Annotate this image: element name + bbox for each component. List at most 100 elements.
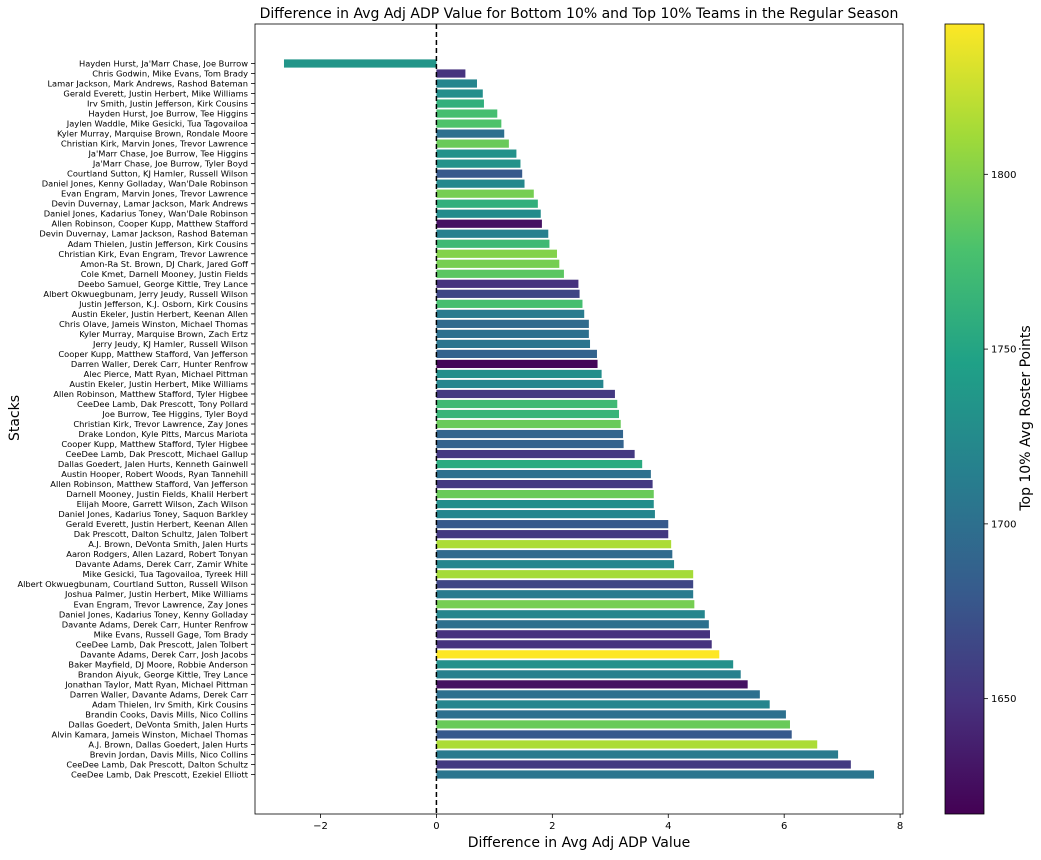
y-tick-label: Alvin Kamara, Jameis Winston, Michael Th…: [52, 729, 248, 739]
bar: [436, 730, 792, 739]
bar: [436, 289, 580, 298]
bar: [436, 69, 466, 78]
bar: [436, 459, 643, 469]
y-tick-label: Devin Duvernay, Lamar Jackson, Rashod Ba…: [39, 229, 248, 239]
y-tick-label: Daniel Jones, Kadarius Toney, Wan'Dale R…: [44, 209, 248, 219]
bar: [436, 109, 498, 118]
colorbar-tick-label: 1650: [991, 694, 1016, 705]
y-tick-label: Cooper Kupp, Matthew Stafford, Van Jeffe…: [58, 349, 248, 359]
y-tick-label: Davante Adams, Derek Carr, Josh Jacobs: [80, 649, 248, 659]
y-tick-label: CeeDee Lamb, Dak Prescott, Ezekiel Ellio…: [71, 770, 249, 780]
y-tick-label: Drake London, Kyle Pitts, Marcus Mariota: [79, 429, 248, 439]
y-tick-label: Baker Mayfield, DJ Moore, Robbie Anderso…: [68, 659, 248, 669]
y-tick-label: Ja'Marr Chase, Joe Burrow, Tyler Boyd: [92, 159, 248, 169]
bar: [436, 319, 589, 328]
bar: [436, 510, 655, 519]
bar: [436, 219, 542, 228]
y-tick-label: Albert Okwuegbunam, Courtland Sutton, Ru…: [17, 579, 248, 589]
y-tick-label: CeeDee Lamb, Dak Prescott, Tony Pollard: [77, 399, 248, 409]
bar: [436, 620, 709, 629]
colorbar-tick-label: 1750: [991, 345, 1016, 356]
bar: [436, 409, 619, 419]
bar: [436, 329, 589, 338]
y-tick-label: Brevin Jordan, Davis Mills, Nico Collins: [90, 749, 248, 759]
bar: [436, 389, 615, 399]
plot-area: Hayden Hurst, Ja'Marr Chase, Joe BurrowC…: [17, 23, 904, 832]
bar: [436, 600, 695, 609]
y-tick-label: Austin Ekeler, Justin Herbert, Keenan Al…: [72, 309, 248, 319]
y-tick-label: Austin Ekeler, Justin Herbert, Mike Will…: [69, 379, 248, 389]
y-tick-label: CeeDee Lamb, Dak Prescott, Jalen Tolbert: [76, 639, 249, 649]
y-tick-label: Davante Adams, Derek Carr, Hunter Renfro…: [62, 619, 249, 629]
y-tick-label: Courtland Sutton, KJ Hamler, Russell Wil…: [67, 169, 248, 179]
y-tick-label: Christian Kirk, Marvin Jones, Trevor Law…: [61, 139, 248, 149]
x-tick-label: −2: [313, 821, 328, 832]
bar: [436, 580, 694, 589]
bar: [436, 680, 748, 689]
bar: [436, 710, 786, 719]
y-tick-label: Kyler Murray, Marquise Brown, Zach Ertz: [79, 329, 248, 339]
bar: [436, 690, 760, 699]
x-tick-label: 8: [897, 821, 903, 832]
bar: [436, 650, 720, 659]
y-tick-label: Elijah Moore, Garrett Wilson, Zach Wilso…: [77, 499, 248, 509]
y-tick-label: CeeDee Lamb, Dak Prescott, Dalton Schult…: [66, 759, 248, 769]
colorbar-tick-label: 1800: [991, 170, 1016, 181]
bar: [283, 59, 437, 68]
y-tick-label: Hayden Hurst, Ja'Marr Chase, Joe Burrow: [79, 59, 248, 69]
y-tick-label: Aaron Rodgers, Allen Lazard, Robert Tony…: [66, 549, 248, 559]
y-tick-label: Christian Kirk, Trevor Lawrence, Zay Jon…: [73, 419, 248, 429]
bar: [436, 740, 818, 749]
y-tick-label: Daniel Jones, Kadarius Toney, Saquon Bar…: [58, 509, 248, 519]
bar: [436, 139, 509, 148]
bar: [436, 520, 669, 529]
bar: [436, 129, 505, 138]
y-tick-label: Joe Burrow, Tee Higgins, Tyler Boyd: [101, 409, 248, 419]
y-tick-label: Mike Gesicki, Tua Tagovailoa, Tyreek Hil…: [83, 569, 249, 579]
y-tick-label: Cooper Kupp, Matthew Stafford, Tyler Hig…: [61, 439, 248, 449]
bar: [436, 119, 502, 128]
bar: [436, 590, 694, 599]
bar: [436, 550, 673, 559]
bar: [436, 490, 654, 499]
bar: [436, 339, 591, 348]
y-tick-label: Albert Okwuegbunam, Jerry Jeudy, Russell…: [43, 289, 248, 299]
y-tick-label: Adam Thielen, Justin Jefferson, Kirk Cou…: [68, 239, 248, 249]
bar: [436, 570, 694, 579]
y-tick-label: Jerry Jeudy, KJ Hamler, Russell Wilson: [92, 339, 248, 349]
bar: [436, 279, 579, 288]
bar: [436, 760, 851, 769]
bar: [436, 149, 517, 158]
y-tick-label: Hayden Hurst, Joe Burrow, Tee Higgins: [88, 109, 248, 119]
y-tick-label: Joshua Palmer, Justin Herbert, Mike Will…: [64, 589, 248, 599]
y-axis-label: Stacks: [7, 395, 23, 441]
y-tick-label: Allen Robinson, Matthew Stafford, Van Je…: [50, 479, 248, 489]
y-tick-label: CeeDee Lamb, Dak Prescott, Michael Gallu…: [66, 449, 248, 459]
y-tick-label: Irv Smith, Justin Jefferson, Kirk Cousin…: [87, 99, 248, 109]
colorbar-tick-label: 1700: [991, 519, 1016, 530]
bar: [436, 770, 875, 779]
bar: [436, 670, 741, 679]
y-tick-label: Christian Kirk, Evan Engram, Trevor Lawr…: [58, 249, 248, 259]
bar: [436, 189, 534, 198]
y-tick-label: Justin Jefferson, K.J. Osborn, Kirk Cous…: [78, 299, 248, 309]
bar: [436, 630, 710, 639]
y-tick-label: Devin Duvernay, Lamar Jackson, Mark Andr…: [51, 199, 248, 209]
y-tick-label: Evan Engram, Marvin Jones, Trevor Lawren…: [61, 189, 248, 199]
y-tick-label: Gerald Everett, Justin Herbert, Mike Wil…: [63, 89, 248, 99]
bar: [436, 540, 672, 549]
y-tick-label: Adam Thielen, Irv Smith, Kirk Cousins: [92, 699, 248, 709]
bar: [436, 419, 621, 429]
y-tick-label: Chris Godwin, Mike Evans, Tom Brady: [92, 69, 248, 79]
bar: [436, 349, 597, 359]
bar: [436, 249, 557, 258]
x-tick-label: 6: [781, 821, 787, 832]
bar: [436, 439, 624, 449]
y-tick-label: Davante Adams, Derek Carr, Zamir White: [75, 559, 248, 569]
y-tick-label: Brandin Cooks, Davis Mills, Nico Collins: [85, 709, 248, 719]
colorbar: 1650 1700 1750 1800: [944, 23, 1016, 815]
bar: [436, 259, 560, 268]
y-tick-label: Gerald Everett, Justin Herbert, Keenan A…: [66, 519, 248, 529]
bar: [436, 469, 651, 479]
